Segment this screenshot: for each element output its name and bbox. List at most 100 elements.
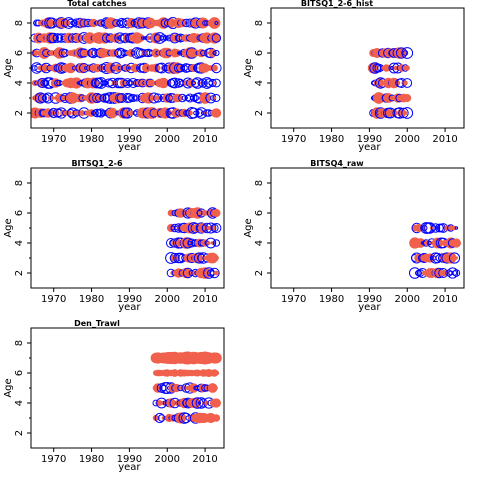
x-axis-label: year xyxy=(358,142,381,153)
negative-bubble xyxy=(401,47,414,59)
x-tick-label: 1990 xyxy=(117,294,142,305)
negative-bubble xyxy=(211,33,222,43)
bubbles xyxy=(409,222,461,279)
negative-bubble xyxy=(114,47,126,59)
y-tick-label: 2 xyxy=(254,110,265,116)
negative-bubble xyxy=(140,36,145,40)
positive-bubble xyxy=(450,255,456,261)
negative-bubble xyxy=(122,92,133,104)
positive-bubble xyxy=(211,352,222,364)
positive-bubble xyxy=(153,95,159,101)
negative-bubble xyxy=(37,93,48,103)
panel-title: BITSQ1_2-6 xyxy=(71,159,123,168)
negative-bubble xyxy=(191,77,204,89)
negative-bubble xyxy=(31,65,38,71)
negative-bubble xyxy=(396,47,408,59)
y-tick-label: 4 xyxy=(254,240,265,246)
negative-bubble xyxy=(210,223,219,233)
x-tick-label: 1980 xyxy=(79,454,104,465)
x-tick-label: 1970 xyxy=(41,134,66,145)
y-tick-label: 6 xyxy=(254,50,265,56)
positive-bubble xyxy=(119,79,128,87)
negative-bubble xyxy=(159,34,168,42)
y-axis-label: Age xyxy=(3,378,14,397)
positive-bubble xyxy=(208,32,221,44)
bubbles xyxy=(367,47,414,119)
negative-bubble xyxy=(430,223,441,233)
panel-3: BITSQ1_2-6 1970 1980 1990 2000 2010 2 4 6 8 year Ag… xyxy=(3,159,225,313)
y-tick-label: 6 xyxy=(254,210,265,216)
positive-bubble xyxy=(206,95,212,101)
x-tick-label: 2000 xyxy=(395,134,420,145)
negative-bubble xyxy=(99,94,107,102)
negative-bubble xyxy=(421,224,428,232)
bubbles xyxy=(31,17,222,119)
positive-bubble xyxy=(212,208,221,218)
panel-title: Den_Trawl xyxy=(74,319,120,328)
x-tick-label: 1990 xyxy=(357,134,382,145)
bubbles xyxy=(150,351,222,424)
y-tick-label: 8 xyxy=(254,20,265,26)
positive-bubble xyxy=(213,255,219,261)
panel-2: BITSQ1_2-6_hist 1970 1980 1990 2000 2010 2 4 6 8 y… xyxy=(243,0,465,153)
x-axis-label: year xyxy=(118,462,141,473)
positive-bubble xyxy=(214,386,218,390)
bubbles xyxy=(165,207,222,279)
y-tick-label: 4 xyxy=(14,400,25,406)
negative-bubble xyxy=(451,270,458,276)
negative-bubble xyxy=(401,107,414,119)
y-tick-label: 8 xyxy=(14,180,25,186)
negative-bubble xyxy=(156,62,168,74)
positive-bubble xyxy=(212,81,217,85)
negative-bubble xyxy=(116,36,120,40)
x-axis-label: year xyxy=(118,302,141,313)
x-tick-label: 2010 xyxy=(432,294,457,305)
y-tick-label: 6 xyxy=(14,50,25,56)
x-tick-label: 1980 xyxy=(319,294,344,305)
x-tick-label: 1970 xyxy=(281,134,306,145)
y-tick-label: 8 xyxy=(14,20,25,26)
panel-5: Den_Trawl 1970 1980 1990 2000 2010 2 4 6 8 year Age xyxy=(3,319,225,473)
negative-bubble xyxy=(153,93,163,103)
y-tick-label: 4 xyxy=(254,80,265,86)
x-tick-label: 2000 xyxy=(155,134,180,145)
plot-frame xyxy=(270,7,465,129)
negative-bubble xyxy=(211,223,222,233)
positive-bubble xyxy=(211,108,222,118)
x-tick-label: 2000 xyxy=(155,454,180,465)
x-tick-label: 1990 xyxy=(117,454,142,465)
negative-bubble xyxy=(173,63,184,73)
negative-bubble xyxy=(208,78,217,88)
y-tick-label: 2 xyxy=(14,430,25,436)
positive-bubble xyxy=(181,385,187,391)
negative-bubble xyxy=(54,79,61,87)
x-tick-label: 1970 xyxy=(281,294,306,305)
y-tick-label: 8 xyxy=(254,180,265,186)
y-tick-label: 8 xyxy=(14,340,25,346)
negative-bubble xyxy=(409,267,421,279)
positive-bubble xyxy=(454,256,458,260)
y-tick-label: 2 xyxy=(254,270,265,276)
positive-bubble xyxy=(52,96,56,100)
negative-bubble xyxy=(402,50,409,56)
negative-bubble xyxy=(95,77,107,89)
y-tick-label: 6 xyxy=(14,370,25,376)
x-tick-label: 1970 xyxy=(41,294,66,305)
negative-bubble xyxy=(212,239,221,247)
negative-bubble xyxy=(55,34,64,42)
positive-bubble xyxy=(394,111,398,115)
x-tick-label: 1980 xyxy=(319,134,344,145)
positive-bubble xyxy=(172,49,181,57)
y-tick-label: 2 xyxy=(14,110,25,116)
y-axis-label: Age xyxy=(3,218,14,237)
x-tick-label: 1980 xyxy=(79,294,104,305)
negative-bubble xyxy=(402,78,413,88)
negative-bubble xyxy=(182,237,194,249)
negative-bubble xyxy=(42,79,50,87)
negative-bubble xyxy=(127,66,131,70)
x-tick-label: 2010 xyxy=(192,454,217,465)
negative-bubble xyxy=(211,62,222,74)
negative-bubble xyxy=(116,21,120,25)
negative-bubble xyxy=(447,267,459,279)
positive-bubble xyxy=(211,398,221,408)
